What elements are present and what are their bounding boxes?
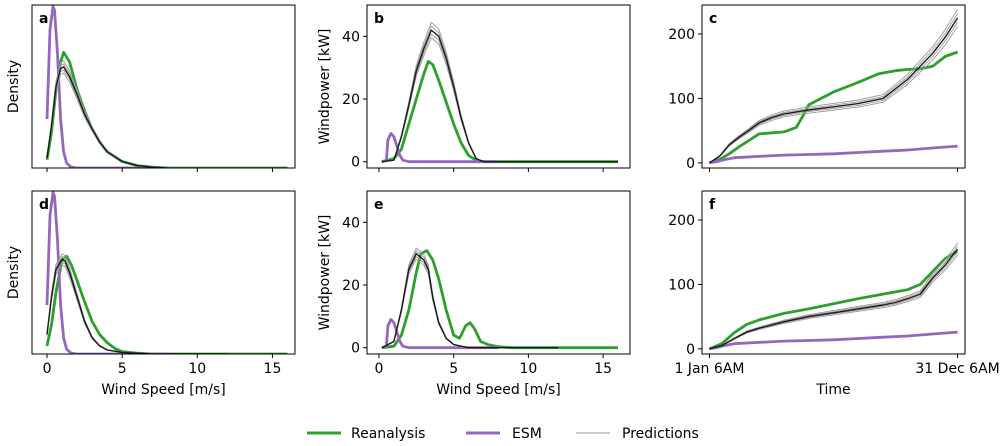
y-tick-label: 20: [342, 278, 360, 294]
x-tick-label: 5: [449, 361, 458, 377]
y-tick-label: 100: [668, 91, 695, 107]
plot-area: [45, 191, 288, 354]
axes-frame: [366, 4, 631, 169]
x-axis-label: Wind Speed [m/s]: [101, 382, 226, 398]
panel-f: 1 Jan 6AM 31 Dec 6AM 0 100 200 Time f: [668, 190, 1000, 398]
series-line-predictions-member-1: [46, 264, 228, 354]
series-line-esm: [45, 191, 168, 354]
series-line-esm: [709, 144, 958, 165]
panel-a: Density a: [6, 4, 296, 172]
y-axis-label: Density: [6, 60, 22, 113]
series-line-predictions: [381, 252, 559, 349]
series-line-predictions-member-4: [709, 8, 958, 164]
panel-letter: e: [374, 197, 384, 213]
y-tick-label: 200: [668, 27, 695, 43]
series-line-predictions: [46, 258, 228, 354]
x-tick-label: 10: [519, 361, 537, 377]
y-tick-label: 0: [351, 155, 360, 171]
panel-e: 0 5 10 15 0 20 40 Windpower [kW] Wind Speed [m/s…: [317, 190, 631, 398]
axes-frame: [701, 4, 966, 169]
series-line-reanalysis: [708, 249, 959, 351]
y-tick-label: 0: [686, 342, 695, 358]
plot-area: [381, 247, 618, 350]
panel-letter: a: [39, 11, 48, 27]
x-axis-label: Time: [815, 382, 850, 398]
series-line-reanalysis: [45, 254, 288, 354]
y-tick-label: 0: [351, 341, 360, 357]
plot-area: [45, 5, 288, 168]
series-line-esm: [381, 318, 499, 350]
y-axis-label: Density: [6, 246, 22, 299]
legend: Reanalysis ESM Predictions: [307, 426, 699, 442]
plot-area: [708, 242, 959, 351]
x-tick-label: 15: [264, 361, 282, 377]
x-tick-label: 1 Jan 6AM: [674, 361, 744, 377]
series-line-predictions-member-4: [381, 247, 559, 349]
legend-label-reanalysis: Reanalysis: [351, 426, 425, 442]
x-tick-label: 10: [188, 361, 206, 377]
x-tick-label: 0: [374, 361, 383, 377]
legend-label-esm: ESM: [512, 426, 542, 442]
y-axis-label: Windpower [kW]: [317, 215, 333, 331]
series-line-predictions-member-4: [709, 242, 958, 350]
series-line-predictions: [709, 248, 959, 350]
series-line-predictions: [381, 29, 618, 163]
series-line-reanalysis: [381, 60, 618, 164]
series-line-predictions: [46, 66, 168, 168]
axes-frame: [366, 190, 631, 355]
series-line-predictions-member-1: [709, 26, 958, 164]
plot-area: [381, 21, 618, 164]
x-tick-label: 15: [594, 361, 612, 377]
panel-letter: d: [39, 197, 49, 213]
series-line-esm: [381, 132, 499, 164]
y-tick-label: 100: [668, 277, 695, 293]
panel-letter: f: [709, 197, 716, 213]
x-tick-label: 0: [43, 361, 52, 377]
x-tick-label: 5: [118, 361, 127, 377]
axes-frame: [31, 4, 296, 169]
x-tick-label: 31 Dec 6AM: [915, 361, 999, 377]
y-tick-label: 0: [686, 156, 695, 172]
legend-label-predictions: Predictions: [622, 426, 699, 442]
y-tick-label: 40: [342, 29, 360, 45]
panel-c: 0 100 200 c: [668, 4, 966, 172]
y-tick-label: 200: [668, 213, 695, 229]
y-axis-label: Windpower [kW]: [317, 29, 333, 145]
panel-b: 0 20 40 Windpower [kW] b: [317, 4, 631, 172]
series-line-esm: [709, 330, 958, 351]
y-tick-label: 20: [342, 92, 360, 108]
panel-d: 0 5 10 15 Density Wind Speed [m/s] d: [6, 190, 296, 398]
x-axis-label: Wind Speed [m/s]: [436, 382, 561, 398]
panel-letter: c: [709, 11, 717, 27]
series-line-esm: [45, 5, 168, 168]
axes-frame: [31, 190, 296, 355]
panel-letter: b: [374, 11, 384, 27]
plot-area: [708, 8, 959, 165]
y-tick-label: 40: [342, 215, 360, 231]
series-line-predictions: [709, 17, 959, 164]
axes-frame: [701, 190, 966, 355]
series-line-reanalysis: [381, 249, 618, 350]
